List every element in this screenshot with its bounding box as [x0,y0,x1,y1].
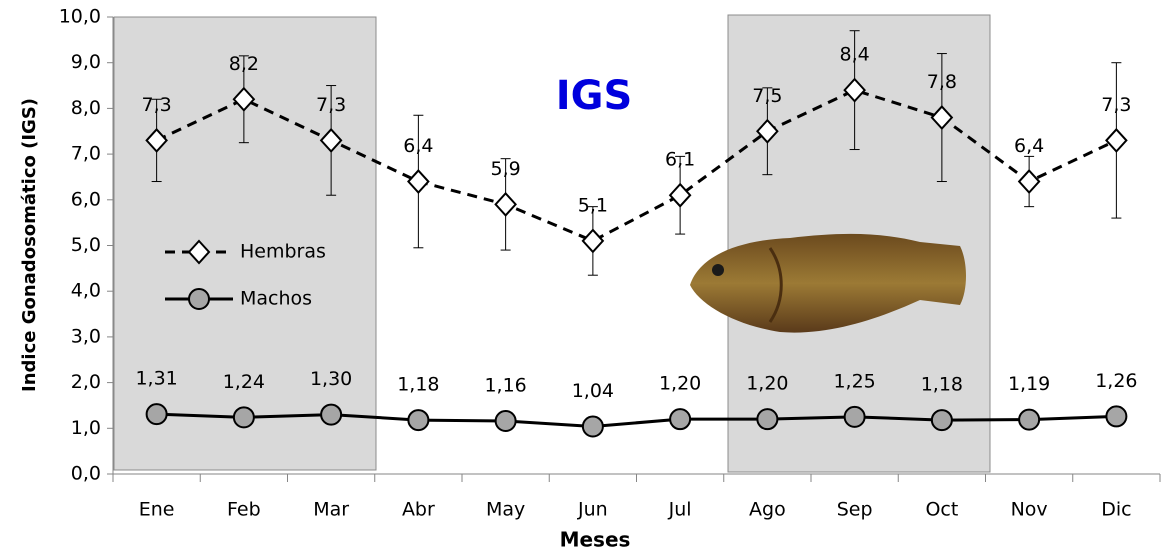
data-point [1105,405,1128,428]
value-label: 1,25 [833,370,875,392]
data-point [930,105,954,131]
data-point [843,77,866,103]
y-tick-label: 6,0 [71,188,101,210]
value-label: 1,31 [135,368,177,390]
value-label: 1,18 [921,374,963,396]
y-tick-label: 1,0 [71,417,101,439]
legend-label: Hembras [240,241,326,263]
data-point [319,127,343,153]
legend-marker [187,239,211,265]
x-tick-label: Abr [402,499,435,521]
x-tick-label: Sep [837,499,873,521]
x-tick-label: Mar [313,499,349,521]
data-point [581,228,605,254]
y-tick-label: 4,0 [71,280,101,302]
y-tick-label: 5,0 [71,234,101,256]
value-label: 1,24 [223,371,265,393]
value-label: 8,4 [840,44,870,66]
value-label: 8,2 [229,53,259,75]
data-point [843,405,866,428]
value-label: 1,19 [1008,373,1050,395]
x-tick-label: Oct [925,499,958,521]
y-tick-label: 3,0 [71,325,101,347]
y-axis-title: Indice Gonadosomático (IGS) [19,98,40,392]
data-point [145,403,168,426]
data-point [232,406,255,429]
legend-marker [188,288,210,310]
value-label: 1,04 [572,380,614,402]
value-label: 6,4 [403,135,433,157]
x-tick-label: Dic [1101,499,1131,521]
data-point [320,403,343,426]
data-point [407,409,430,432]
x-tick-label: Jun [577,499,608,521]
value-label: 5,1 [578,194,608,216]
value-label: 1,20 [659,373,701,395]
fish-photo [690,233,966,333]
value-label: 1,26 [1095,370,1137,392]
value-label: 7,5 [752,85,782,107]
x-axis-title: Meses [560,528,631,552]
y-tick-label: 10,0 [59,6,101,28]
series-line [155,88,1118,243]
x-tick-label: Nov [1011,499,1048,521]
value-label: 7,3 [316,94,346,116]
data-point [232,86,256,112]
value-label: 6,1 [665,149,695,171]
y-tick-label: 2,0 [71,371,101,393]
x-tick-label: May [486,499,525,521]
x-tick-label: Jul [668,499,692,521]
series-line [156,412,1117,428]
value-label: 1,30 [310,368,352,390]
data-point [494,191,517,217]
data-point [668,182,692,208]
legend-label: Machos [240,288,312,310]
data-point [756,408,779,431]
y-tick-label: 9,0 [71,51,101,73]
data-point [145,127,168,153]
data-point [494,409,517,432]
data-point [669,408,692,431]
value-label: 6,4 [1014,135,1044,157]
value-label: 7,3 [142,94,172,116]
y-tick-label: 0,0 [71,463,101,485]
value-label: 7,3 [1101,94,1131,116]
value-label: 7,8 [927,71,957,93]
data-point [407,169,430,195]
x-tick-label: Ago [749,499,786,521]
data-point [1018,408,1041,431]
annotation: IGS [556,73,633,119]
x-tick-label: Ene [139,499,175,521]
value-label: 1,18 [397,374,439,396]
data-point [581,415,604,438]
data-point [930,409,953,432]
value-label: 1,16 [484,374,526,396]
y-tick-label: 8,0 [71,97,101,119]
data-point [756,118,779,144]
value-label: 5,9 [491,158,521,180]
data-point [1017,169,1041,195]
value-label: 1,20 [746,373,788,395]
data-point [1105,127,1128,153]
x-tick-label: Feb [227,499,261,521]
y-tick-label: 7,0 [71,143,101,165]
